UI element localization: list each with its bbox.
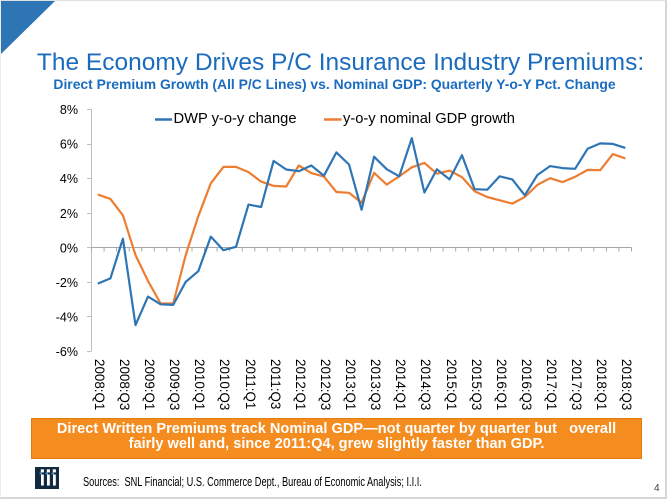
- svg-text:-4%: -4%: [56, 310, 78, 324]
- svg-text:4%: 4%: [60, 172, 78, 186]
- svg-text:6%: 6%: [60, 138, 78, 152]
- svg-text:2%: 2%: [60, 207, 78, 221]
- svg-text:-2%: -2%: [56, 276, 78, 290]
- svg-text:-6%: -6%: [56, 345, 78, 359]
- svg-text:8%: 8%: [60, 103, 78, 117]
- svg-text:0%: 0%: [60, 241, 78, 255]
